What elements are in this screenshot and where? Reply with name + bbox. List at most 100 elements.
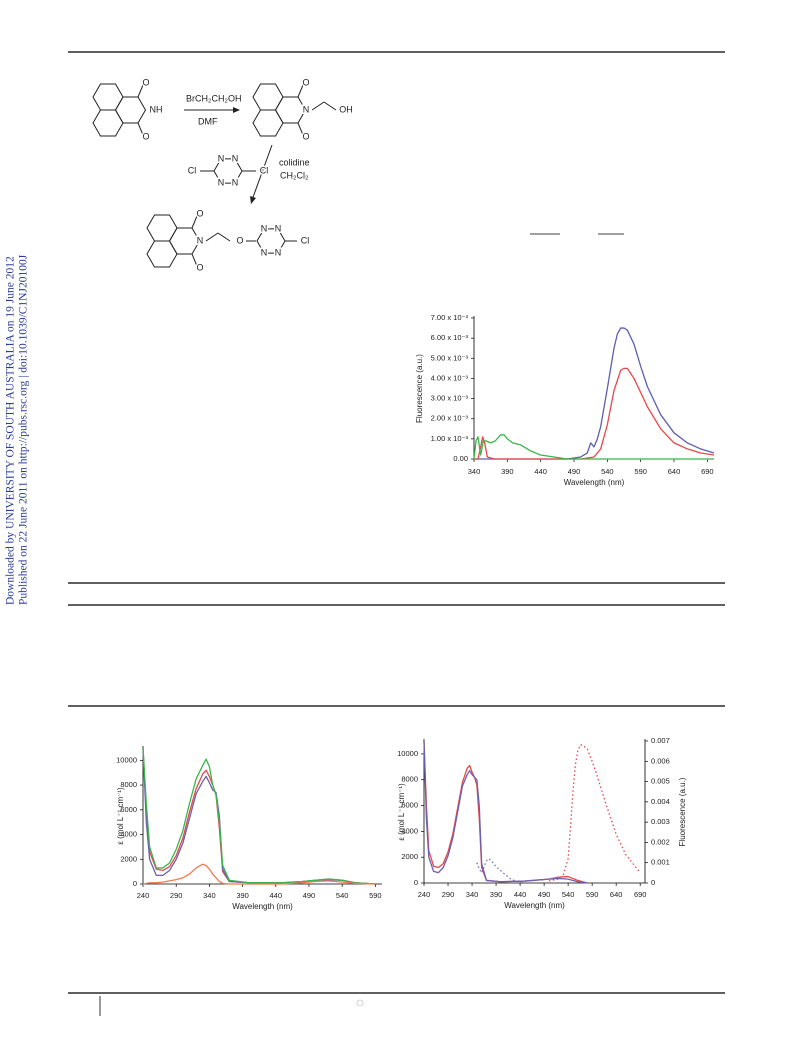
y-axis-title: Fluorescence (a.u.) (415, 354, 424, 423)
series-line (142, 747, 376, 885)
atom-label: N (218, 177, 225, 187)
x-axis-title: Wavelength (nm) (504, 901, 565, 910)
x-tick-label: 390 (490, 890, 503, 899)
x-tick-label: 490 (303, 891, 316, 900)
y-tick-label: 6.00 x 10⁻³ (431, 333, 469, 342)
y2-tick-label: 0.002 (651, 837, 670, 846)
atom-label: O (196, 262, 203, 272)
x-tick-label: 490 (538, 890, 551, 899)
x-tick-label: 590 (369, 891, 382, 900)
atom-label: N (197, 235, 204, 245)
y-tick-label: 1.00 x 10⁻³ (431, 434, 469, 443)
atom-label: N (232, 177, 239, 187)
x-tick-label: 340 (468, 467, 481, 476)
y2-axis-title: Fluorescence (a.u.) (678, 777, 687, 846)
series-line (473, 434, 714, 460)
bond (217, 232, 231, 242)
atom-label: Cl (188, 165, 197, 175)
x-tick-label: 340 (466, 890, 479, 899)
x-axis-title: Wavelength (nm) (232, 902, 293, 911)
x-tick-label: 690 (634, 890, 647, 899)
atom-label: OH (339, 104, 353, 114)
series-line (423, 740, 588, 884)
x-tick-label: 440 (270, 891, 283, 900)
sidebar-text: Downloaded by UNIVERSITY OF SOUTH AUSTRA… (5, 256, 17, 605)
atom-label: O (302, 77, 309, 87)
y-tick-label: 10000 (116, 755, 137, 764)
bond (297, 122, 304, 136)
arrowhead (233, 107, 240, 113)
bond (92, 83, 124, 111)
y-tick-label: 0.00 (453, 454, 468, 463)
y-tick-label: 2.00 x 10⁻³ (431, 414, 469, 423)
x-tick-label: 390 (236, 891, 249, 900)
x-tick-label: 690 (701, 467, 714, 476)
y-tick-label: 0 (414, 878, 418, 887)
atom-label: O (236, 235, 243, 245)
series-line (142, 863, 376, 885)
bond (252, 83, 284, 111)
y-axis-title: ε (mol L⁻¹ cm⁻¹) (116, 787, 125, 845)
y2-tick-label: 0.004 (651, 797, 670, 806)
y-tick-label: 6000 (120, 805, 137, 814)
reagent: DMF (198, 116, 218, 126)
y2-tick-label: 0.001 (651, 858, 670, 867)
arrowhead (250, 196, 256, 204)
atom-label: N (261, 247, 268, 257)
reagent: BrCH₂CH₂OH (186, 93, 242, 103)
x-tick-label: 540 (562, 890, 575, 899)
x-tick-label: 490 (568, 467, 581, 476)
x-tick-label: 290 (170, 891, 183, 900)
y-tick-label: 8000 (401, 775, 418, 784)
bond (191, 253, 198, 267)
bond (311, 101, 325, 111)
scheme: BrCH₂CH₂OH DMF colidine CH₂Cl₂ (92, 83, 337, 268)
y-tick-label: 5.00 x 10⁻³ (431, 353, 469, 362)
reagent: colidine (279, 157, 310, 167)
bond (146, 240, 178, 268)
atom-label: N (218, 153, 225, 163)
atom-label: N (275, 223, 282, 233)
reagent: CH₂Cl₂ (280, 170, 309, 180)
atom-label: O (142, 131, 149, 141)
bond (274, 96, 307, 124)
y-tick-label: 7.00 x 10⁻³ (431, 313, 469, 322)
bond (191, 215, 198, 229)
x-tick-label: 290 (442, 890, 455, 899)
y2-tick-label: 0.007 (651, 736, 670, 745)
y2-tick-label: 0 (651, 878, 655, 887)
y-tick-label: 4000 (120, 830, 137, 839)
bond (252, 109, 284, 137)
bond (137, 84, 144, 98)
y2-tick-label: 0.005 (651, 777, 670, 786)
bond (146, 214, 178, 242)
y-tick-label: 2000 (120, 854, 137, 863)
x-tick-label: 540 (601, 467, 614, 476)
atom-label: O (196, 208, 203, 218)
x-tick-label: 440 (534, 467, 547, 476)
y2-tick-label: 0.006 (651, 756, 670, 765)
y-tick-label: 3.00 x 10⁻³ (431, 394, 469, 403)
atom-label: Cl (260, 165, 269, 175)
y-axis-title: ε (mol L⁻¹ cm⁻¹) (397, 783, 406, 841)
atom-label: Cl (301, 235, 310, 245)
x-tick-label: 240 (418, 890, 431, 899)
y-tick-label: 4000 (401, 826, 418, 835)
atom-label: O (302, 131, 309, 141)
atom-label: NH (150, 104, 163, 114)
series-line (142, 747, 376, 885)
atom-label: N (232, 153, 239, 163)
bond (114, 96, 147, 124)
y2-tick-label: 0.003 (651, 817, 670, 826)
series-line (548, 744, 641, 882)
series-line (474, 327, 715, 460)
y-tick-label: 4.00 x 10⁻³ (431, 373, 469, 382)
x-tick-label: 540 (336, 891, 349, 900)
y-tick-label: 10000 (397, 749, 418, 758)
x-tick-label: 590 (586, 890, 599, 899)
y-tick-label: 8000 (120, 780, 137, 789)
series-line (423, 740, 588, 884)
bond (323, 101, 337, 111)
x-tick-label: 640 (610, 890, 623, 899)
